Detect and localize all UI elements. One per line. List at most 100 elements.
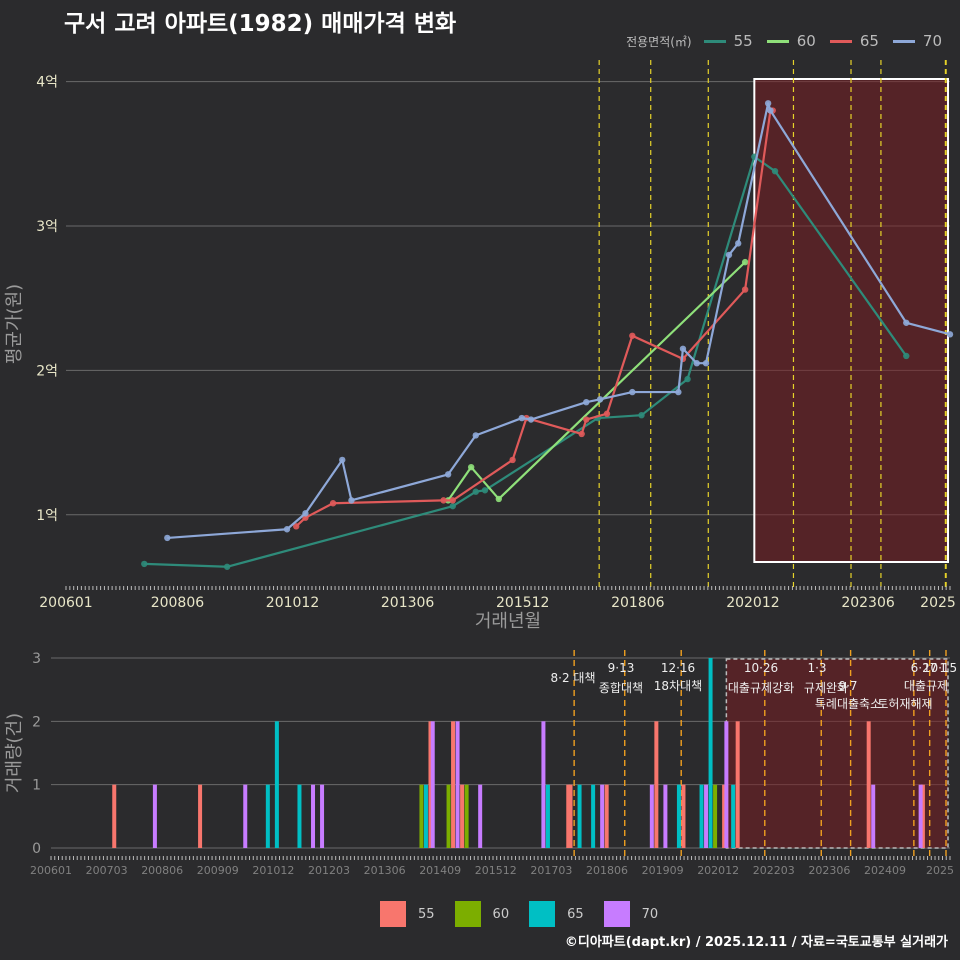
policy-label: 9·7 xyxy=(838,679,857,693)
data-point-70 xyxy=(472,432,479,439)
data-point-65 xyxy=(440,497,447,504)
legend-bottom-item-60: 60 xyxy=(454,901,509,927)
data-point-70 xyxy=(339,456,346,464)
policy-label: 18차대책 xyxy=(654,678,702,693)
x-tick-label: 202306 xyxy=(841,595,895,611)
bar-x-tick-label: 201909 xyxy=(642,864,684,877)
data-point-70 xyxy=(302,510,309,517)
legend-bottom: 55 60 65 70 xyxy=(380,901,666,927)
bar-70 xyxy=(455,721,460,848)
bar-70 xyxy=(649,784,654,848)
legend-bottom-item-55: 55 xyxy=(380,901,435,927)
policy-label: 12·16 xyxy=(661,661,695,675)
legend-top-label: 70 xyxy=(922,32,942,50)
bar-x-tick-label: 200806 xyxy=(141,864,183,877)
data-point-65 xyxy=(741,286,749,293)
data-point-70 xyxy=(903,319,910,326)
bar-65 xyxy=(423,784,428,848)
y-tick-label: 2억 xyxy=(36,363,58,379)
data-point-65 xyxy=(603,410,611,417)
data-point-70 xyxy=(693,360,700,367)
data-point-70 xyxy=(348,497,355,504)
policy-label: 대출규제 xyxy=(904,679,948,693)
data-point-55 xyxy=(638,411,645,419)
bar-60 xyxy=(713,784,718,848)
bar-55 xyxy=(566,784,571,848)
bar-70 xyxy=(478,784,483,848)
bar-x-tick-label: 202306 xyxy=(808,864,850,877)
bar-x-tick-label: 202203 xyxy=(753,864,795,877)
data-point-70 xyxy=(629,388,636,396)
bar-x-tick-label: 202012 xyxy=(697,864,739,877)
bar-70 xyxy=(600,784,605,848)
legend-top: 전용면적(㎡) 55 60 65 70 xyxy=(626,32,950,50)
data-point-60 xyxy=(741,258,749,266)
data-point-70 xyxy=(527,416,535,423)
data-point-70 xyxy=(164,534,171,542)
data-point-70 xyxy=(735,240,742,247)
data-point-70 xyxy=(764,100,772,107)
bar-70 xyxy=(152,784,157,848)
bar-x-tick-label: 200703 xyxy=(86,864,128,877)
bar-x-tick-label: 201409 xyxy=(419,864,461,877)
bar-55 xyxy=(681,784,686,848)
bar-70 xyxy=(663,784,668,848)
data-point-70 xyxy=(518,414,526,422)
bar-y-tick-label: 0 xyxy=(32,841,41,857)
bar-y-tick-label: 1 xyxy=(32,778,41,794)
bar-x-tick-label: 200909 xyxy=(197,864,239,877)
policy-label: 대출규제강화 xyxy=(728,681,794,695)
data-point-55 xyxy=(481,487,489,494)
bar-x-tick-label: 201806 xyxy=(586,864,628,877)
bar-y-axis-title: 거래량(건) xyxy=(4,713,25,793)
data-point-65 xyxy=(509,456,516,464)
x-tick-label: 201012 xyxy=(266,595,319,611)
bar-x-tick-label: 200601 xyxy=(30,864,72,877)
x-tick-label: 201806 xyxy=(611,595,665,611)
data-point-55 xyxy=(223,563,231,570)
bar-55 xyxy=(198,784,203,848)
bar-55 xyxy=(604,784,609,848)
bar-70 xyxy=(311,784,316,848)
policy-label: 6·27 xyxy=(911,661,938,675)
credit-text: ©디아파트(dapt.kr) / 2025.12.11 / 자료=국토교통부 실… xyxy=(564,935,948,950)
bar-55 xyxy=(735,721,740,848)
data-point-60 xyxy=(467,463,475,471)
data-point-70 xyxy=(767,107,774,114)
bar-55 xyxy=(460,784,465,848)
bar-y-tick-label: 2 xyxy=(32,714,41,730)
y-tick-label: 1억 xyxy=(36,508,58,524)
bar-65 xyxy=(591,784,596,848)
bar-70 xyxy=(871,784,876,848)
bar-x-tick-label: 201306 xyxy=(364,864,406,877)
policy-label: 종합대책 xyxy=(599,680,643,695)
data-point-55 xyxy=(903,352,910,360)
bar-55 xyxy=(568,784,573,848)
data-point-65 xyxy=(329,500,337,507)
legend-bottom-swatch xyxy=(603,901,630,927)
legend-top-title: 전용면적(㎡) xyxy=(626,34,692,49)
data-point-60 xyxy=(495,495,502,503)
legend-top-item-60: 60 xyxy=(766,32,816,50)
data-point-70 xyxy=(444,471,452,478)
policy-label: 규제완화 xyxy=(804,681,848,695)
chart-title: 구서 고려 아파트(1982) 매매가격 변화 xyxy=(64,11,457,37)
bar-55 xyxy=(451,721,456,848)
x-axis-title: 거래년월 xyxy=(475,611,541,632)
x-tick-label: 202012 xyxy=(726,595,779,611)
bar-55 xyxy=(920,784,925,848)
legend-bottom-label: 55 xyxy=(418,906,435,922)
data-point-70 xyxy=(725,251,733,259)
data-point-55 xyxy=(141,560,148,568)
y-tick-label: 3억 xyxy=(36,219,58,235)
bar-x-tick-label: 2025 xyxy=(926,864,954,877)
x-tick-label: 201306 xyxy=(381,595,435,611)
price-line-chart: 1억 2억 3억 4억 200601 200806 201012 201306 201512 20… xyxy=(4,60,956,632)
volume-bar-chart: 0 1 2 3 8·2 대책 9·13 종합대책 12·16 18차대책 10·26 대출규제강화 1… xyxy=(4,650,957,877)
legend-bottom-label: 65 xyxy=(567,906,584,922)
data-point-70 xyxy=(675,388,682,396)
bar-60 xyxy=(419,784,424,848)
bar-65 xyxy=(577,784,582,848)
bar-x-tick-label: 201203 xyxy=(308,864,350,877)
y-axis-title: 평균가(원) xyxy=(4,284,25,364)
